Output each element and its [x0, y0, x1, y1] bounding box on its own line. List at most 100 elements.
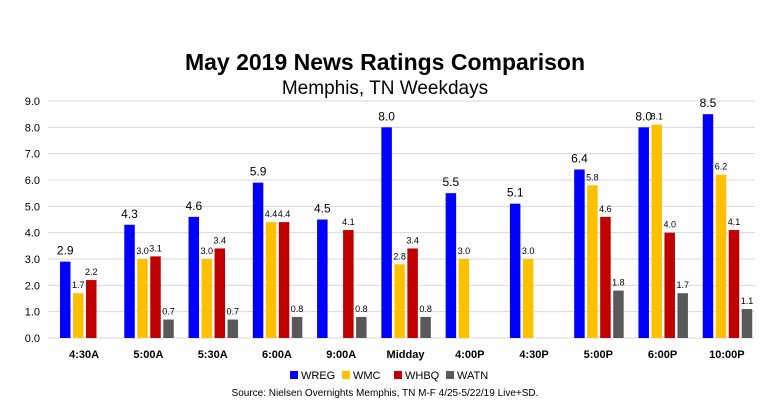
legend-label-watn: WATN: [457, 370, 488, 382]
data-label: 4.1: [342, 217, 355, 227]
bar-whbq: [728, 230, 740, 338]
bar-wmc: [458, 259, 470, 338]
bar-wmc: [587, 185, 598, 338]
data-label: 4.6: [185, 199, 202, 213]
bar-wreg: [381, 127, 392, 338]
y-tick-label: 8.0: [25, 122, 40, 134]
data-label: 5.8: [586, 172, 599, 182]
data-label: 5.5: [443, 175, 460, 189]
legend-swatch-whbq: [394, 371, 402, 379]
bar-wreg: [509, 203, 521, 338]
y-axis: 0.0 1.0 2.0 3.0 4.0 5.0 6.0 7.0 8.0 9.0: [25, 96, 40, 345]
bar-watn: [613, 290, 624, 338]
bars: 2.91.72.24.33.0 3.10.74.63.03.40.75.94.4 4…: [57, 96, 754, 339]
data-label: 4.1: [728, 217, 741, 227]
data-label: 0.8: [419, 304, 432, 314]
x-tick-label: 4:30P: [519, 349, 548, 361]
bar-whbq: [278, 222, 290, 338]
data-label: 3.0: [458, 246, 471, 256]
bar-wreg: [702, 114, 714, 339]
data-label: 2.2: [85, 267, 98, 277]
bar-wmc: [265, 222, 277, 338]
data-label: 1.7: [676, 280, 689, 290]
y-tick-label: 6.0: [25, 175, 40, 187]
data-label: 8.0: [635, 109, 652, 123]
data-label: 4.3: [121, 207, 138, 221]
bar-wreg: [124, 224, 135, 338]
gridlines: [48, 100, 755, 339]
data-label: 4.4: [265, 209, 278, 219]
data-label: 3.4: [214, 235, 227, 245]
y-tick-label: 4.0: [25, 228, 40, 240]
bar-whbq: [86, 280, 97, 338]
legend-swatch-watn: [446, 371, 454, 379]
data-label: 5.9: [250, 165, 267, 179]
bar-watn: [356, 316, 367, 338]
chart-title: May 2019 News Ratings Comparison: [185, 49, 585, 75]
bar-wmc: [651, 124, 662, 338]
data-label: 6.2: [715, 162, 728, 172]
legend-swatch-wreg: [290, 371, 298, 379]
source-note: Source: Nielsen Overnights Memphis, TN M…: [232, 388, 539, 399]
bar-wreg: [574, 169, 585, 338]
x-tick-label: 5:00A: [133, 349, 163, 361]
data-label: 4.4: [278, 209, 291, 219]
data-label: 3.4: [406, 235, 419, 245]
bar-wmc: [715, 174, 727, 338]
data-label: 3.1: [149, 243, 162, 253]
bar-wreg: [252, 182, 264, 338]
bar-whbq: [600, 216, 611, 338]
x-tick-label: Midday: [387, 349, 426, 361]
bar-wmc: [522, 259, 534, 338]
bar-wmc: [394, 264, 405, 338]
data-label: 8.1: [650, 112, 663, 122]
legend: WREG WMC WHBQ WATN: [290, 370, 488, 382]
chart-subtitle: Memphis, TN Weekdays: [282, 78, 488, 99]
x-tick-label: 9:00A: [326, 349, 356, 361]
data-label: 8.5: [700, 96, 717, 110]
bar-watn: [291, 316, 303, 338]
data-label: 5.1: [507, 186, 524, 200]
bar-whbq: [214, 248, 226, 338]
data-label: 4.6: [599, 204, 612, 214]
data-label: 3.0: [522, 246, 535, 256]
data-label: 4.5: [314, 202, 331, 216]
legend-label-wreg: WREG: [301, 370, 335, 382]
y-tick-label: 1.0: [25, 307, 40, 319]
data-label: 3.0: [201, 246, 214, 256]
y-tick-label: 3.0: [25, 254, 40, 266]
data-label: 0.8: [291, 304, 304, 314]
bar-watn: [677, 293, 688, 338]
bar-wmc: [73, 293, 84, 338]
y-tick-label: 9.0: [25, 96, 40, 108]
data-label: 0.7: [162, 307, 175, 317]
x-tick-label: 6:00P: [648, 349, 677, 361]
data-label: 4.0: [663, 220, 676, 230]
bar-wmc: [137, 259, 148, 338]
legend-label-wmc: WMC: [353, 370, 381, 382]
data-label: 8.0: [378, 109, 395, 123]
data-label: 3.0: [136, 246, 149, 256]
bar-wmc: [201, 259, 213, 338]
y-tick-label: 7.0: [25, 149, 40, 161]
x-tick-label: 4:30A: [69, 349, 99, 361]
data-label: 1.1: [741, 296, 754, 306]
bar-wreg: [638, 127, 649, 338]
legend-swatch-wmc: [342, 371, 350, 379]
bar-whbq: [343, 230, 354, 338]
bar-wreg: [188, 216, 200, 338]
data-label: 1.7: [72, 280, 85, 290]
bar-watn: [741, 309, 753, 338]
bar-watn: [163, 319, 174, 338]
bar-wreg: [60, 261, 71, 338]
bar-whbq: [407, 248, 418, 338]
x-tick-label: 10:00P: [709, 349, 744, 361]
legend-label-whbq: WHBQ: [405, 370, 440, 382]
y-tick-label: 5.0: [25, 201, 40, 213]
data-label: 1.8: [612, 278, 625, 288]
bar-wreg: [445, 193, 457, 338]
x-tick-label: 5:30A: [198, 349, 228, 361]
x-tick-label: 5:00P: [584, 349, 613, 361]
data-label: 6.4: [571, 151, 588, 165]
